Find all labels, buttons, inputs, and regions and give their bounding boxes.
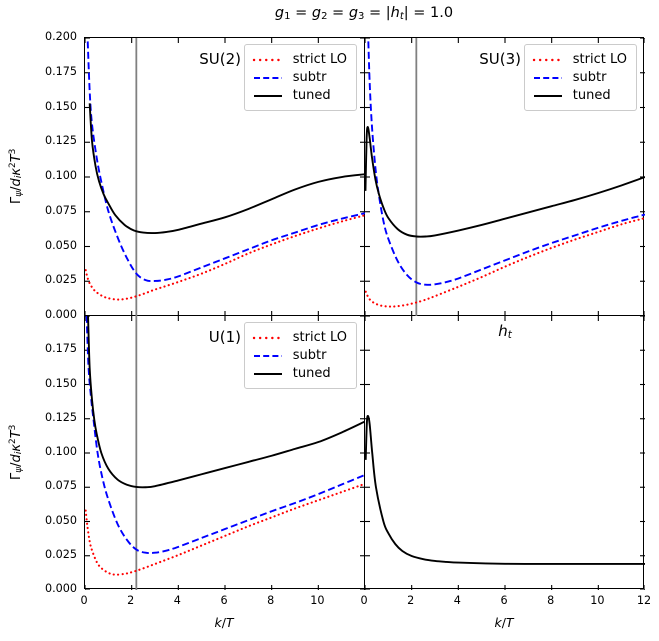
x-axis-label-right: k/T xyxy=(474,615,534,630)
x-tick-label: 6 xyxy=(500,594,508,607)
y-tick-label: 0.100 xyxy=(44,445,77,458)
text-part: κ xyxy=(9,167,24,176)
text-part: ψ xyxy=(13,466,24,473)
y-tick-label: 0.000 xyxy=(44,308,77,321)
x-axis-label-left: k/T xyxy=(194,615,254,630)
x-tick-label: 8 xyxy=(267,594,275,607)
su3-plot xyxy=(365,38,645,316)
text-part: / xyxy=(221,615,226,630)
x-tick-label: 8 xyxy=(547,594,555,607)
ht-plot xyxy=(365,316,645,590)
ht-tuned-curve xyxy=(365,414,645,565)
u1-strict-lo-curve xyxy=(85,482,365,576)
text-part: | = 1.0 xyxy=(403,5,454,21)
text-part: t xyxy=(399,10,404,22)
u1-plot xyxy=(85,316,365,590)
x-tick-label: 0 xyxy=(360,594,368,607)
text-part: 1 xyxy=(284,10,291,22)
su2-plot xyxy=(85,38,365,316)
text-part: g xyxy=(311,5,322,21)
su2-subtr-curve xyxy=(86,38,365,283)
u1-tuned-curve xyxy=(87,316,365,489)
x-tick-label: 4 xyxy=(173,594,181,607)
y-tick-label: 0.075 xyxy=(44,479,77,493)
y-tick-label: 0.050 xyxy=(44,238,77,252)
su2-strict-lo-curve xyxy=(85,214,365,301)
y-tick-label: 0.175 xyxy=(44,64,77,78)
text-part: k xyxy=(214,615,222,630)
text-part: / xyxy=(501,615,506,630)
text-part: T xyxy=(9,154,24,162)
text-part: 3 xyxy=(358,10,365,22)
tick-marks xyxy=(85,38,365,316)
x-tick-label: 10 xyxy=(590,594,605,607)
text-part: 2 xyxy=(321,10,328,22)
x-tick-label: 2 xyxy=(407,594,415,607)
y-tick-label: 0.200 xyxy=(44,30,77,43)
text-part: κ xyxy=(9,443,24,452)
tick-marks xyxy=(85,316,365,590)
text-part: i xyxy=(13,451,24,454)
text-part: d xyxy=(9,177,24,187)
text-part: 3 xyxy=(8,424,18,431)
text-part: ψ xyxy=(13,190,24,197)
y-tick-label: 0.075 xyxy=(44,203,77,217)
y-tick-label: 0.100 xyxy=(44,169,77,182)
text-part: = | xyxy=(364,5,391,21)
y-tick-label: 0.150 xyxy=(44,376,77,390)
y-axis-label-top-row: Γψ/diκ2T3 xyxy=(8,37,34,315)
y-tick-label: 0.125 xyxy=(44,134,77,148)
su2-tuned-curve xyxy=(88,103,365,235)
plot-frame: SU(2) strict LO subtr tuned SU(3) strict LO su… xyxy=(84,37,645,590)
text-part: h xyxy=(390,5,400,21)
text-part: 2 xyxy=(8,437,18,444)
x-tick-label: 4 xyxy=(453,594,461,607)
text-part: = xyxy=(290,5,312,21)
text-part: g xyxy=(348,5,359,21)
text-part: k xyxy=(494,615,502,630)
text-part: Γ xyxy=(9,196,24,204)
text-part: T xyxy=(225,615,234,630)
y-axis-label-bottom-row: Γψ/diκ2T3 xyxy=(8,315,34,589)
y-tick-label: 0.025 xyxy=(44,273,77,287)
y-tick-label: 0.000 xyxy=(44,582,77,595)
text-part: T xyxy=(505,615,514,630)
su3-subtr-curve xyxy=(367,38,645,286)
su3-tuned-curve xyxy=(365,126,645,238)
text-part: g xyxy=(274,5,285,21)
text-part: 2 xyxy=(8,161,18,168)
text-part: / xyxy=(9,186,24,191)
text-part: T xyxy=(9,430,24,438)
y-tick-label: 0.125 xyxy=(44,410,77,424)
text-part: = xyxy=(327,5,349,21)
text-part: Γ xyxy=(9,472,24,480)
figure-title: g1 = g2 = g3 = |ht| = 1.0 xyxy=(84,5,644,22)
text-part: d xyxy=(9,453,24,463)
x-tick-label: 6 xyxy=(220,594,228,607)
x-tick-label: 12 xyxy=(636,594,652,607)
text-part: / xyxy=(9,462,24,467)
y-tick-label: 0.025 xyxy=(44,547,77,561)
text-part: 3 xyxy=(8,148,18,155)
u1-subtr-curve xyxy=(85,316,365,555)
x-tick-label: 10 xyxy=(310,594,325,607)
tick-marks xyxy=(365,316,645,590)
y-tick-label: 0.175 xyxy=(44,342,77,356)
x-tick-label: 2 xyxy=(127,594,135,607)
y-tick-label: 0.050 xyxy=(44,513,77,527)
su3-strict-lo-curve xyxy=(365,216,645,308)
y-tick-label: 0.150 xyxy=(44,99,77,113)
text-part: i xyxy=(13,175,24,178)
x-tick-label: 0 xyxy=(80,594,88,607)
